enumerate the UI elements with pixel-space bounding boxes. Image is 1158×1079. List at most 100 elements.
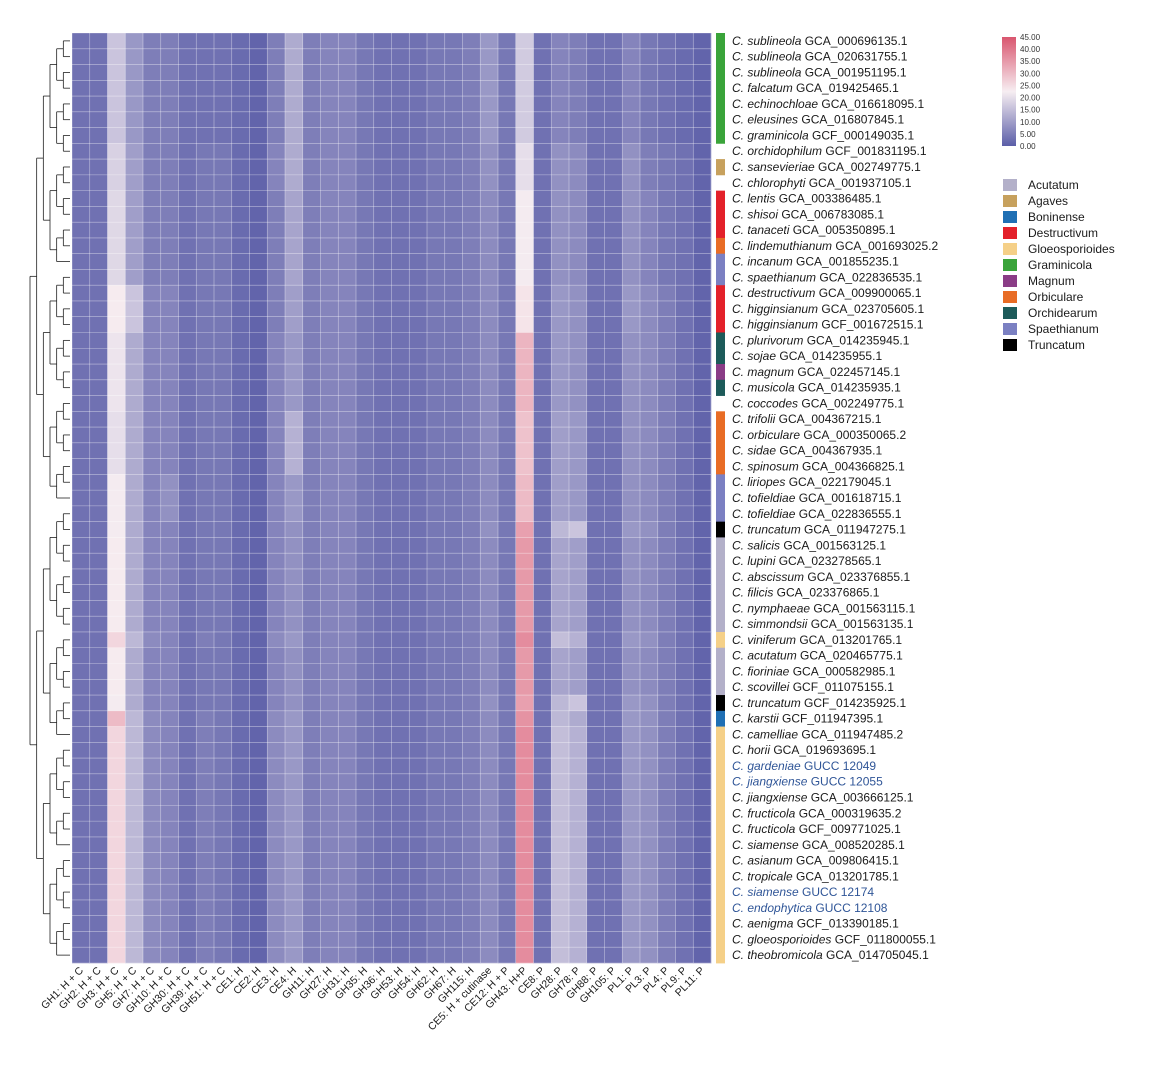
- heatmap-cell: [604, 710, 623, 727]
- row-label: C. jiangxiense GCA_003666125.1: [732, 790, 914, 804]
- heatmap-cell: [231, 695, 250, 712]
- heatmap-cell: [657, 647, 676, 664]
- heatmap-cell: [640, 663, 659, 680]
- heatmap-cell: [89, 206, 108, 223]
- heatmap-cell: [480, 348, 499, 365]
- heatmap-cell: [551, 568, 570, 585]
- heatmap-cell: [320, 821, 339, 838]
- heatmap-cell: [373, 143, 392, 160]
- heatmap-cell: [586, 710, 605, 727]
- clade-bar-segment: [716, 411, 725, 428]
- heatmap-cell: [480, 947, 499, 964]
- heatmap-cell: [391, 821, 410, 838]
- heatmap-cell: [338, 931, 357, 948]
- heatmap-cell: [249, 159, 268, 176]
- heatmap-cell: [498, 505, 517, 522]
- heatmap-cell: [178, 159, 197, 176]
- heatmap-cell: [551, 789, 570, 806]
- heatmap-cell: [604, 364, 623, 381]
- heatmap-cell: [480, 521, 499, 538]
- heatmap-cell: [675, 647, 694, 664]
- heatmap-cell: [267, 33, 286, 50]
- clade-bar-segment: [716, 316, 725, 333]
- heatmap-cell: [214, 253, 233, 270]
- colorbar-tick-label: 20.00: [1020, 94, 1041, 103]
- heatmap-cell: [409, 773, 428, 790]
- heatmap-cell: [693, 868, 712, 885]
- heatmap-cell: [143, 537, 162, 554]
- heatmap-cell: [640, 253, 659, 270]
- heatmap-cell: [675, 190, 694, 207]
- heatmap-cell: [89, 679, 108, 696]
- heatmap-cell: [231, 616, 250, 633]
- heatmap-cell: [675, 285, 694, 302]
- heatmap-cell: [427, 805, 446, 822]
- heatmap-cell: [178, 616, 197, 633]
- heatmap-cell: [125, 285, 144, 302]
- heatmap-cell: [640, 836, 659, 853]
- heatmap-cell: [462, 332, 481, 349]
- heatmap-cell: [72, 364, 91, 381]
- heatmap-cell: [675, 269, 694, 286]
- heatmap-cell: [604, 159, 623, 176]
- heatmap-cell: [285, 80, 304, 97]
- heatmap-cell: [320, 159, 339, 176]
- heatmap-cell: [196, 821, 215, 838]
- heatmap-cell: [160, 332, 179, 349]
- heatmap-cell: [160, 285, 179, 302]
- heatmap-cell: [462, 884, 481, 901]
- heatmap-cell: [196, 884, 215, 901]
- heatmap-cell: [693, 505, 712, 522]
- clade-bar-segment: [716, 379, 725, 396]
- heatmap-cell: [498, 647, 517, 664]
- heatmap-cell: [657, 364, 676, 381]
- heatmap-cell: [569, 237, 588, 254]
- heatmap-cell: [586, 789, 605, 806]
- heatmap-cell: [338, 222, 357, 239]
- heatmap-cell: [604, 332, 623, 349]
- heatmap-cell: [498, 947, 517, 964]
- heatmap-cell: [89, 821, 108, 838]
- heatmap-cell: [480, 411, 499, 428]
- heatmap-cell: [391, 206, 410, 223]
- heatmap-cell: [143, 395, 162, 412]
- heatmap-cell: [391, 143, 410, 160]
- heatmap-cell: [693, 127, 712, 144]
- heatmap-cell: [160, 821, 179, 838]
- heatmap-cell: [89, 300, 108, 318]
- heatmap-cell: [214, 568, 233, 585]
- heatmap-cell: [320, 33, 339, 50]
- heatmap-cell: [267, 411, 286, 428]
- heatmap-cell: [693, 395, 712, 412]
- heatmap-cell: [515, 143, 534, 160]
- heatmap-cell: [125, 80, 144, 97]
- heatmap-cell: [160, 616, 179, 633]
- heatmap-cell: [107, 679, 126, 696]
- heatmap-cell: [657, 458, 676, 475]
- heatmap-cell: [249, 821, 268, 838]
- heatmap-cell: [373, 285, 392, 302]
- heatmap-cell: [427, 395, 446, 412]
- heatmap-cell: [427, 127, 446, 144]
- heatmap-cell: [391, 300, 410, 318]
- heatmap-cell: [409, 490, 428, 507]
- heatmap-cell: [462, 695, 481, 712]
- heatmap-cell: [409, 96, 428, 113]
- heatmap-cell: [373, 206, 392, 223]
- heatmap-cell: [196, 253, 215, 270]
- heatmap-cell: [693, 805, 712, 822]
- heatmap-cell: [178, 269, 197, 286]
- heatmap-cell: [196, 647, 215, 664]
- heatmap-cell: [178, 300, 197, 318]
- heatmap-cell: [125, 411, 144, 428]
- heatmap-cell: [143, 253, 162, 270]
- clade-bar-segment: [716, 679, 725, 696]
- heatmap-cell: [604, 348, 623, 365]
- heatmap-cell: [107, 537, 126, 554]
- heatmap-cell: [125, 600, 144, 617]
- heatmap-cell: [214, 695, 233, 712]
- heatmap-cell: [249, 505, 268, 522]
- heatmap-cell: [302, 899, 321, 917]
- clade-bar-segment: [716, 805, 725, 822]
- heatmap-cell: [320, 884, 339, 901]
